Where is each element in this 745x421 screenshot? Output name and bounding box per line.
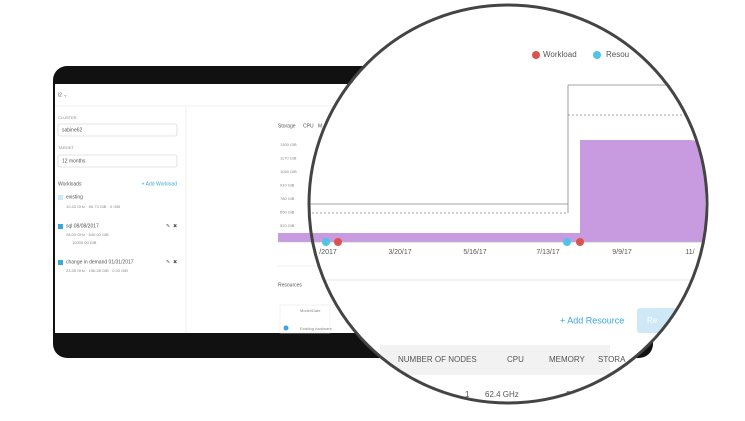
column-header: MEMORY xyxy=(549,355,586,364)
area xyxy=(309,140,705,242)
legend-swatch xyxy=(593,51,601,59)
y-label: 650 GiB xyxy=(280,210,295,215)
delete-icon[interactable]: ✖ xyxy=(173,223,177,229)
legend-label: Workload xyxy=(543,50,577,59)
y-label: 1040 GiB xyxy=(280,169,297,174)
cell: 62.4 GHz xyxy=(485,390,519,399)
x-label: 9/9/17 xyxy=(612,249,632,256)
workloads-title: Workloads xyxy=(58,181,82,187)
button-label: Re xyxy=(647,316,658,325)
workload-details: 23.35 GHz · 156.28 GiB · 0.00 GiB xyxy=(66,268,128,273)
target-label: TARGET xyxy=(58,145,74,150)
checkbox[interactable] xyxy=(58,224,63,229)
cluster-value: sabine62 xyxy=(62,127,83,133)
magnifier-rim xyxy=(307,3,709,405)
table-header-row xyxy=(380,345,610,375)
x-label: 5/16/17 xyxy=(463,249,486,256)
target-select[interactable] xyxy=(57,154,178,168)
tab[interactable]: CPU xyxy=(303,123,314,129)
column-header: CPU xyxy=(507,355,524,364)
column-header: STORA xyxy=(598,355,626,364)
x-label: /2017 xyxy=(319,249,337,256)
workload-details: 10.43 GHz · 65.73 GiB · 0 GiB xyxy=(66,204,120,209)
edit-icon[interactable]: ✎ xyxy=(166,259,170,265)
mini-area xyxy=(278,233,323,242)
table-row: Existing hardware xyxy=(300,326,333,331)
tab[interactable]: M xyxy=(318,123,322,129)
legend-swatch xyxy=(532,51,540,59)
cluster-select[interactable] xyxy=(57,123,178,137)
edit-icon[interactable]: ✎ xyxy=(166,223,170,229)
table-header: Model/Date xyxy=(300,308,321,313)
checkbox[interactable] xyxy=(58,260,63,265)
app-header[interactable]: l2 ⌄ xyxy=(58,92,67,98)
x-label: 7/13/17 xyxy=(536,249,559,256)
button[interactable] xyxy=(637,308,697,333)
y-label: 1300 GiB xyxy=(280,142,297,147)
delete-icon[interactable]: ✖ xyxy=(173,259,177,265)
cluster-label: CLUSTER xyxy=(58,115,77,120)
y-label: 520 GiB xyxy=(280,223,295,228)
checkbox[interactable] xyxy=(58,195,63,200)
workload-name: change in demand 01/31/2017 xyxy=(66,259,134,265)
add-resource[interactable]: + Add Resource xyxy=(560,315,624,325)
x-label: 3/20/17 xyxy=(388,249,411,256)
legend-label: Resou xyxy=(606,50,629,59)
tab[interactable]: Storage xyxy=(278,123,296,129)
x-label: 11/ xyxy=(685,249,694,256)
workload-details: 28.00 GHz · 640.00 GiB xyxy=(66,232,109,237)
y-label: 780 GiB xyxy=(280,196,295,201)
workload-details: 10000.00 GiB xyxy=(72,240,97,245)
workload-name: existing xyxy=(66,194,83,200)
workload-name: sql 08/08/2017 xyxy=(66,223,99,229)
y-label: 1170 GiB xyxy=(280,156,297,161)
cell: 1 xyxy=(465,390,470,399)
y-label: 910 GiB xyxy=(280,183,295,188)
column-header: NUMBER OF NODES xyxy=(398,355,477,364)
add-workload[interactable]: + Add Workload xyxy=(142,181,178,187)
target-value: 12 months xyxy=(62,158,86,164)
resources-title: Resources xyxy=(278,282,302,288)
